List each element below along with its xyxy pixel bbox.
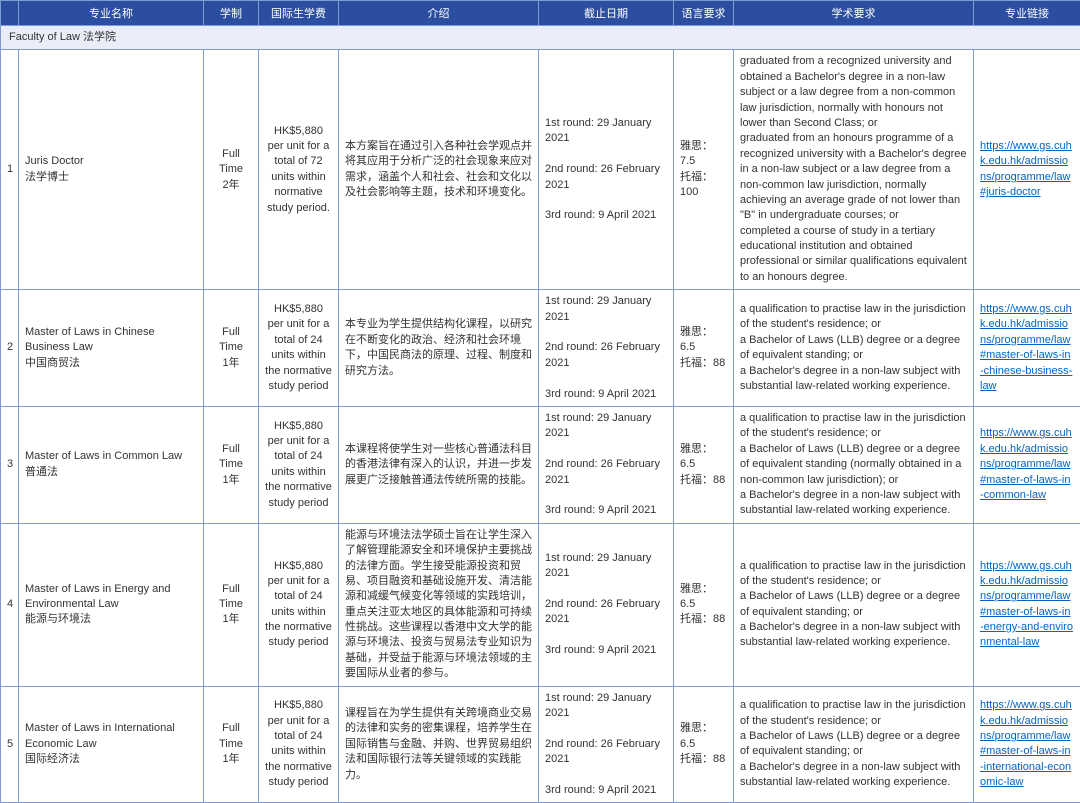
academic-req: a qualification to practise law in the j… bbox=[734, 406, 974, 523]
language-req: 雅思：7.5 托福：100 bbox=[674, 50, 734, 290]
program-name: Juris Doctor 法学博士 bbox=[19, 50, 204, 290]
row-index: 3 bbox=[1, 406, 19, 523]
deadline: 1st round: 29 January 2021 2nd round: 26… bbox=[539, 290, 674, 407]
deadline: 1st round: 29 January 2021 2nd round: 26… bbox=[539, 406, 674, 523]
col-acad: 学术要求 bbox=[734, 1, 974, 26]
language-req: 雅思：6.5 托福：88 bbox=[674, 406, 734, 523]
faculty-row: Faculty of Law 法学院 bbox=[1, 26, 1080, 50]
tuition-fee: HK$5,880 per unit for a total of 24 unit… bbox=[259, 523, 339, 686]
program-name: Master of Laws in Chinese Business Law 中… bbox=[19, 290, 204, 407]
table-row: 1Juris Doctor 法学博士Full Time 2年HK$5,880 p… bbox=[1, 50, 1080, 290]
faculty-label: Faculty of Law 法学院 bbox=[1, 26, 1080, 50]
academic-req: graduated from a recognized university a… bbox=[734, 50, 974, 290]
program-link[interactable]: https://www.gs.cuhk.edu.hk/admissions/pr… bbox=[980, 427, 1072, 501]
program-name: Master of Laws in Common Law 普通法 bbox=[19, 406, 204, 523]
program-link-cell: https://www.gs.cuhk.edu.hk/admissions/pr… bbox=[974, 406, 1080, 523]
header-row: 专业名称 学制 国际生学费 介绍 截止日期 语言要求 学术要求 专业链接 bbox=[1, 1, 1080, 26]
study-mode: Full Time 1年 bbox=[204, 406, 259, 523]
program-link[interactable]: https://www.gs.cuhk.edu.hk/admissions/pr… bbox=[980, 140, 1072, 198]
academic-req: a qualification to practise law in the j… bbox=[734, 523, 974, 686]
program-name: Master of Laws in Energy and Environment… bbox=[19, 523, 204, 686]
col-idx bbox=[1, 1, 19, 26]
col-deadline: 截止日期 bbox=[539, 1, 674, 26]
programs-table: 专业名称 学制 国际生学费 介绍 截止日期 语言要求 学术要求 专业链接 Fac… bbox=[0, 0, 1080, 803]
row-index: 2 bbox=[1, 290, 19, 407]
program-link-cell: https://www.gs.cuhk.edu.hk/admissions/pr… bbox=[974, 50, 1080, 290]
tuition-fee: HK$5,880 per unit for a total of 24 unit… bbox=[259, 290, 339, 407]
academic-req: a qualification to practise law in the j… bbox=[734, 686, 974, 803]
program-name: Master of Laws in International Economic… bbox=[19, 686, 204, 803]
program-intro: 本方案旨在通过引入各种社会学观点并将其应用于分析广泛的社会现象来应对需求，涵盖个… bbox=[339, 50, 539, 290]
program-link[interactable]: https://www.gs.cuhk.edu.hk/admissions/pr… bbox=[980, 699, 1072, 788]
tuition-fee: HK$5,880 per unit for a total of 72 unit… bbox=[259, 50, 339, 290]
program-intro: 本课程将使学生对一些核心普通法科目的香港法律有深入的认识，并进一步发展更广泛接触… bbox=[339, 406, 539, 523]
program-intro: 能源与环境法法学硕士旨在让学生深入了解管理能源安全和环境保护主要挑战的法律方面。… bbox=[339, 523, 539, 686]
study-mode: Full Time 1年 bbox=[204, 523, 259, 686]
program-link-cell: https://www.gs.cuhk.edu.hk/admissions/pr… bbox=[974, 686, 1080, 803]
study-mode: Full Time 1年 bbox=[204, 686, 259, 803]
program-intro: 课程旨在为学生提供有关跨境商业交易的法律和实务的密集课程，培养学生在国际销售与金… bbox=[339, 686, 539, 803]
col-fee: 国际生学费 bbox=[259, 1, 339, 26]
tuition-fee: HK$5,880 per unit for a total of 24 unit… bbox=[259, 686, 339, 803]
col-intro: 介绍 bbox=[339, 1, 539, 26]
table-row: 3Master of Laws in Common Law 普通法Full Ti… bbox=[1, 406, 1080, 523]
table-row: 4Master of Laws in Energy and Environmen… bbox=[1, 523, 1080, 686]
tuition-fee: HK$5,880 per unit for a total of 24 unit… bbox=[259, 406, 339, 523]
row-index: 5 bbox=[1, 686, 19, 803]
table-row: 5Master of Laws in International Economi… bbox=[1, 686, 1080, 803]
language-req: 雅思：6.5 托福：88 bbox=[674, 290, 734, 407]
col-name: 专业名称 bbox=[19, 1, 204, 26]
program-link[interactable]: https://www.gs.cuhk.edu.hk/admissions/pr… bbox=[980, 560, 1073, 649]
study-mode: Full Time 1年 bbox=[204, 290, 259, 407]
table-row: 2Master of Laws in Chinese Business Law … bbox=[1, 290, 1080, 407]
program-link-cell: https://www.gs.cuhk.edu.hk/admissions/pr… bbox=[974, 523, 1080, 686]
program-link-cell: https://www.gs.cuhk.edu.hk/admissions/pr… bbox=[974, 290, 1080, 407]
language-req: 雅思：6.5 托福：88 bbox=[674, 686, 734, 803]
program-intro: 本专业为学生提供结构化课程，以研究在不断变化的政治、经济和社会环境下，中国民商法… bbox=[339, 290, 539, 407]
col-lang: 语言要求 bbox=[674, 1, 734, 26]
deadline: 1st round: 29 January 2021 2nd round: 26… bbox=[539, 686, 674, 803]
academic-req: a qualification to practise law in the j… bbox=[734, 290, 974, 407]
row-index: 4 bbox=[1, 523, 19, 686]
language-req: 雅思：6.5 托福：88 bbox=[674, 523, 734, 686]
program-link[interactable]: https://www.gs.cuhk.edu.hk/admissions/pr… bbox=[980, 303, 1072, 392]
deadline: 1st round: 29 January 2021 2nd round: 26… bbox=[539, 50, 674, 290]
study-mode: Full Time 2年 bbox=[204, 50, 259, 290]
row-index: 1 bbox=[1, 50, 19, 290]
col-link: 专业链接 bbox=[974, 1, 1080, 26]
col-mode: 学制 bbox=[204, 1, 259, 26]
deadline: 1st round: 29 January 2021 2nd round: 26… bbox=[539, 523, 674, 686]
